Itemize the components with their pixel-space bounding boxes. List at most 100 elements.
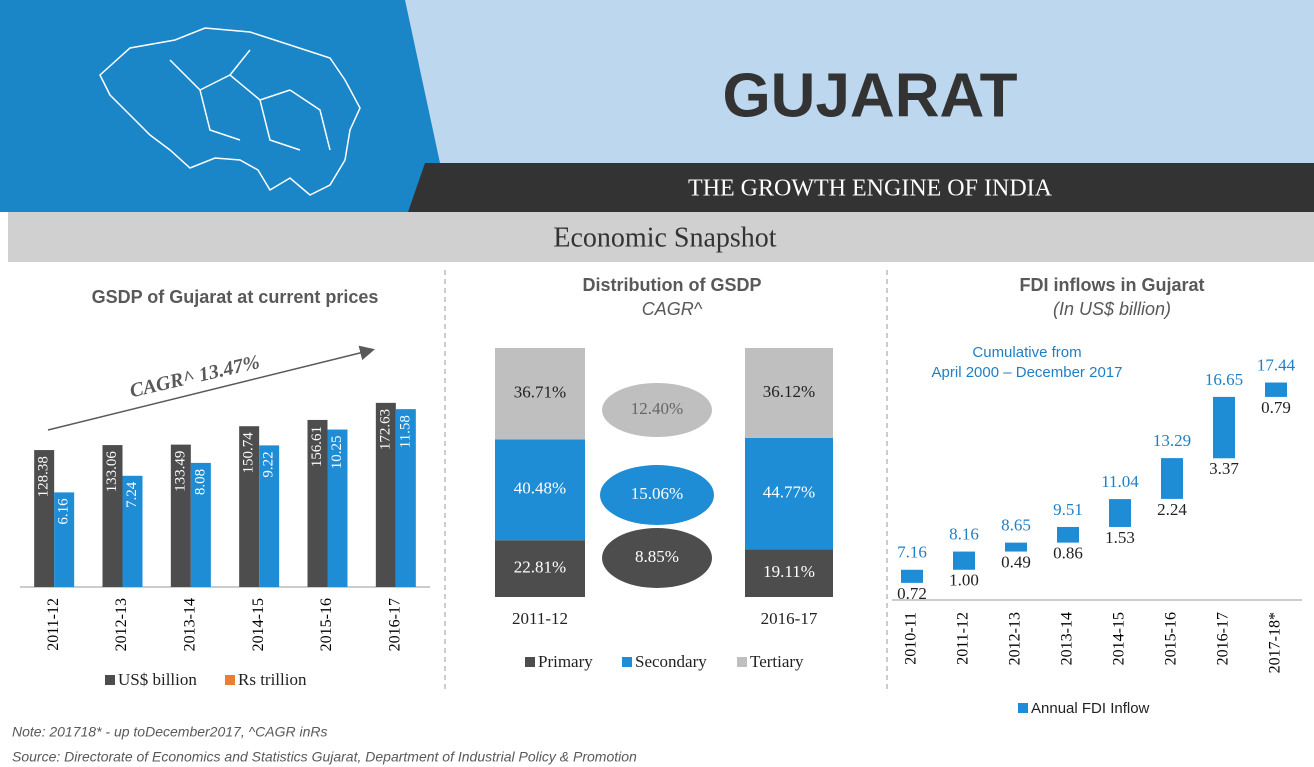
x-tick-label: 2013-14 bbox=[1059, 612, 1076, 665]
x-tick-label: 2016-17 bbox=[387, 598, 404, 651]
value-label: 172.63 bbox=[377, 409, 393, 450]
x-tick-label: 2012-13 bbox=[113, 598, 130, 651]
bar-segment bbox=[495, 540, 585, 597]
value-label: 8.08 bbox=[192, 469, 208, 495]
legend-swatch bbox=[105, 675, 115, 685]
legend-label: Tertiary bbox=[750, 652, 804, 671]
cumulative-label: 9.51 bbox=[1053, 500, 1083, 519]
bar bbox=[1057, 526, 1079, 543]
bar bbox=[375, 402, 396, 587]
legend-label: Primary bbox=[538, 652, 593, 671]
page-title: GUJARAT bbox=[722, 61, 1017, 130]
section-title: Economic Snapshot bbox=[553, 222, 776, 253]
value-label: 156.61 bbox=[309, 426, 325, 467]
cagr-label: 8.85% bbox=[635, 547, 679, 566]
cumulative-label: 11.04 bbox=[1101, 472, 1139, 491]
x-tick-label: 2015-16 bbox=[318, 598, 335, 651]
cumulative-label: 7.16 bbox=[897, 543, 927, 562]
x-tick-label: 2012-13 bbox=[1007, 612, 1024, 665]
legend-label: Annual FDI Inflow bbox=[1031, 700, 1150, 717]
bar-segment bbox=[745, 549, 833, 597]
bar bbox=[395, 409, 416, 587]
value-label: 11.58 bbox=[397, 415, 413, 448]
x-tick-label: 2016-17 bbox=[1215, 612, 1232, 665]
value-label: 150.74 bbox=[241, 432, 257, 474]
value-label: 22.81% bbox=[514, 558, 566, 577]
note: Note: 201718* - up toDecember2017, ^CAGR… bbox=[12, 724, 328, 740]
bar bbox=[102, 445, 123, 587]
legend-swatch bbox=[622, 657, 632, 667]
value-label: 0.79 bbox=[1261, 398, 1291, 417]
value-label: 133.06 bbox=[104, 451, 120, 493]
annotation: Cumulative from bbox=[972, 344, 1081, 361]
value-label: 0.72 bbox=[897, 584, 927, 603]
source: Source: Directorate of Economics and Sta… bbox=[12, 749, 637, 765]
x-tick-label: 2010-11 bbox=[903, 612, 920, 665]
value-label: 9.22 bbox=[261, 451, 277, 477]
bar-segment bbox=[495, 348, 585, 440]
x-tick-label: 2015-16 bbox=[1163, 612, 1180, 665]
bar-segment bbox=[495, 439, 585, 541]
value-label: 128.38 bbox=[36, 456, 52, 497]
x-tick-label: 2011-12 bbox=[955, 612, 972, 665]
value-label: 6.16 bbox=[56, 498, 72, 525]
value-label: 40.48% bbox=[514, 479, 566, 498]
page-subtitle: THE GROWTH ENGINE OF INDIA bbox=[688, 176, 1053, 202]
x-tick-label: 2016-17 bbox=[761, 609, 818, 628]
legend-label: Secondary bbox=[635, 652, 707, 671]
cumulative-label: 8.65 bbox=[1001, 516, 1031, 535]
value-label: 2.24 bbox=[1157, 500, 1187, 519]
bar bbox=[901, 569, 923, 583]
value-label: 0.49 bbox=[1001, 552, 1031, 571]
chart-title: GSDP of Gujarat at current prices bbox=[92, 287, 379, 307]
cagr-label: 12.40% bbox=[631, 399, 683, 418]
x-tick-label: 2014-15 bbox=[1111, 612, 1128, 665]
legend-swatch bbox=[737, 657, 747, 667]
chart-subtitle: (In US$ billion) bbox=[1053, 299, 1171, 319]
bar bbox=[259, 445, 280, 587]
chart-subtitle: CAGR^ bbox=[642, 299, 703, 319]
value-label: 3.37 bbox=[1209, 459, 1239, 478]
annotation: CAGR^ 13.47% bbox=[128, 351, 262, 402]
value-label: 19.11% bbox=[763, 562, 815, 581]
x-tick-label: 2014-15 bbox=[250, 598, 267, 651]
value-label: 36.12% bbox=[763, 382, 815, 401]
x-tick-label: 2017-18* bbox=[1267, 612, 1284, 673]
bar bbox=[1213, 396, 1235, 459]
cumulative-label: 17.44 bbox=[1257, 355, 1296, 374]
header-blue-panel bbox=[0, 0, 440, 212]
legend-label: Rs trillion bbox=[238, 670, 307, 689]
bar bbox=[1161, 458, 1183, 499]
bar-segment bbox=[745, 437, 833, 550]
chart-title: Distribution of GSDP bbox=[583, 275, 762, 295]
chart-title: FDI inflows in Gujarat bbox=[1019, 275, 1204, 295]
legend-swatch bbox=[1018, 703, 1028, 713]
cagr-ellipse bbox=[600, 465, 714, 525]
bar bbox=[239, 426, 260, 587]
bar bbox=[122, 475, 143, 587]
map-outline bbox=[99, 27, 361, 196]
legend-swatch bbox=[525, 657, 535, 667]
value-label: 36.71% bbox=[514, 383, 566, 402]
header-dark-band bbox=[408, 163, 1314, 212]
cumulative-label: 8.16 bbox=[949, 524, 979, 543]
value-label: 133.49 bbox=[172, 451, 188, 492]
bar bbox=[1109, 499, 1131, 527]
bar-segment bbox=[745, 348, 833, 438]
bar bbox=[307, 419, 328, 587]
bar bbox=[170, 444, 191, 587]
value-label: 1.53 bbox=[1105, 528, 1135, 547]
cumulative-label: 13.29 bbox=[1153, 431, 1191, 450]
section-band bbox=[8, 212, 1314, 262]
bar bbox=[1005, 542, 1027, 552]
x-tick-label: 2011-12 bbox=[45, 598, 62, 651]
value-label: 44.77% bbox=[763, 483, 815, 502]
trend-arrow bbox=[47, 345, 375, 431]
cagr-ellipse bbox=[602, 383, 712, 437]
bar bbox=[953, 551, 975, 570]
cagr-ellipse bbox=[602, 528, 712, 588]
bar bbox=[327, 429, 348, 587]
legend-label: US$ billion bbox=[118, 670, 197, 689]
bar bbox=[1265, 382, 1287, 397]
